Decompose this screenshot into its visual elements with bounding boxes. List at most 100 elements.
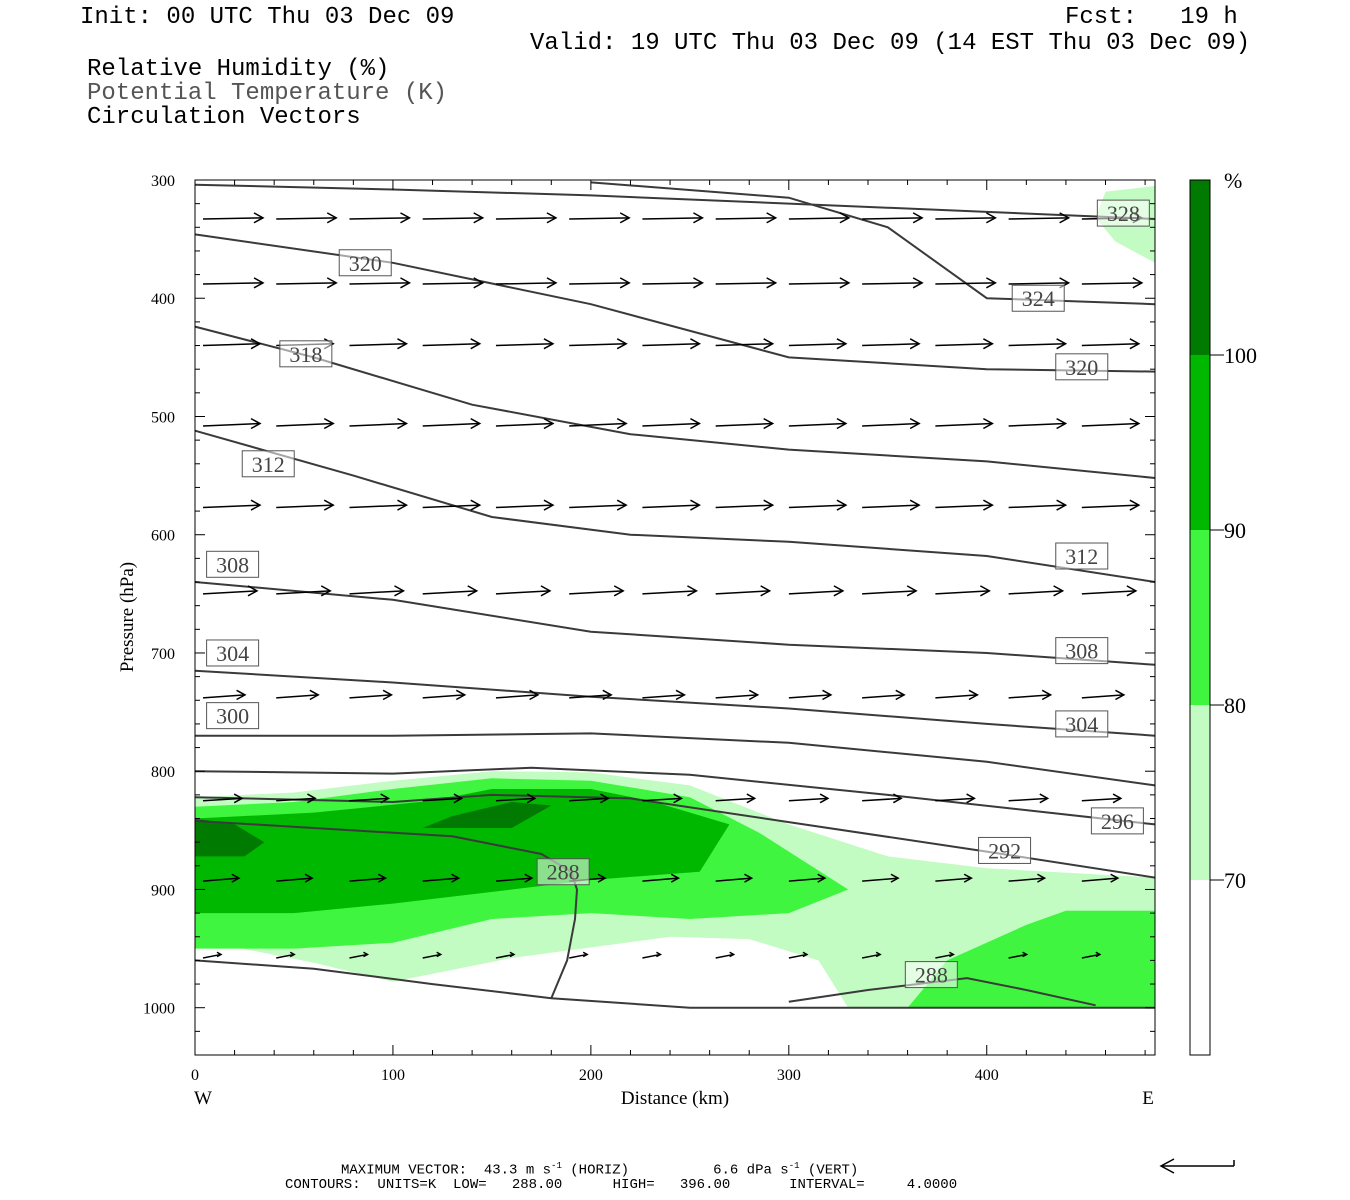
vector-shaft [495, 422, 553, 427]
vector-arrow [862, 689, 906, 701]
vector-arrow [422, 793, 464, 804]
vector-arrow [862, 277, 924, 289]
vector-head [895, 689, 906, 701]
vector-arrow [349, 417, 409, 430]
vector-head [693, 212, 704, 224]
vector-arrow [715, 212, 778, 224]
vector-shaft [569, 422, 627, 427]
east-label: E [1142, 1088, 1154, 1109]
vector-arrow [715, 338, 775, 350]
vector-head [836, 499, 848, 511]
vector-arrow [569, 689, 613, 701]
vector-head [966, 793, 976, 804]
contour-label: 304 [1055, 710, 1109, 738]
vector-head [839, 277, 851, 289]
vector-arrow [935, 793, 976, 804]
vector-shaft [202, 590, 258, 595]
contour-label: 288 [904, 961, 958, 989]
vector-arrow [788, 951, 809, 959]
vector-shaft [276, 282, 337, 285]
vector-arrow [788, 417, 848, 430]
vector-head [546, 212, 558, 224]
vector-head [546, 277, 558, 289]
vector-arrow [715, 873, 754, 883]
vector-arrow [495, 585, 552, 597]
init-time: Init: 00 UTC Thu 03 Dec 09 [80, 4, 455, 31]
vector-shaft [862, 422, 920, 427]
vector-head [968, 689, 979, 701]
vector-head [451, 873, 461, 883]
vector-arrow [422, 417, 482, 430]
contour-label-box [536, 858, 590, 886]
vector-shaft [1008, 877, 1045, 882]
contour-label-text: 328 [1107, 201, 1140, 226]
vector-arrow [202, 277, 265, 289]
contour-label-box [1055, 542, 1109, 570]
vector-arrow [569, 277, 631, 289]
contour-label: 292 [978, 836, 1032, 864]
contour-label-text: 288 [915, 963, 948, 988]
vector-head [983, 499, 994, 511]
vector-arrow [569, 338, 628, 350]
vector-head [529, 689, 540, 701]
vector-arrow [788, 499, 848, 511]
vector-shaft [1008, 694, 1051, 699]
vector-shaft [422, 282, 483, 285]
vector-shaft [642, 877, 679, 882]
vector-head [309, 689, 320, 701]
vector-arrow [862, 417, 921, 430]
vector-shaft [1008, 953, 1027, 959]
vector-arrow [715, 277, 778, 289]
vector-head [690, 417, 701, 430]
vector-shaft [569, 217, 630, 220]
vector-head [836, 338, 848, 350]
vector-shaft [202, 694, 246, 699]
vector-head [543, 499, 555, 511]
vector-head [912, 212, 924, 224]
vector-arrow [788, 277, 851, 289]
vector-head [582, 951, 589, 958]
vector-arrow [495, 873, 534, 883]
vector-arrow [422, 585, 479, 597]
contour-label-box [338, 249, 392, 277]
rh-fill-layer [195, 185, 1155, 1008]
vector-arrow [276, 951, 296, 959]
vector-head [540, 585, 552, 597]
contour-label-text: 292 [988, 838, 1021, 863]
vector-head [1132, 277, 1144, 289]
vector-arrow [569, 951, 589, 959]
vector-head [1056, 499, 1068, 511]
contour-label-text: 296 [1101, 809, 1134, 834]
vector-arrow [715, 951, 736, 959]
vector-head [436, 951, 443, 958]
vector-arrow [276, 277, 338, 289]
vector-head [616, 338, 628, 350]
vector-head [467, 585, 479, 597]
vector-arrow [862, 793, 903, 804]
vector-arrow [569, 212, 631, 224]
vector-shaft [862, 797, 902, 802]
vector-arrow [495, 338, 555, 350]
vector-head [1056, 338, 1068, 350]
vector-shaft [862, 342, 920, 347]
vector-shaft [349, 422, 407, 427]
vector-shaft [422, 694, 465, 699]
vector-head [766, 212, 778, 224]
vector-shaft [349, 504, 407, 509]
vector-shaft [1008, 422, 1066, 427]
theta-contour-308 [194, 581, 1156, 666]
vector-head [616, 499, 628, 511]
contour-label-text: 308 [1065, 639, 1098, 664]
vector-shaft [1081, 590, 1136, 595]
vector-head [986, 212, 997, 224]
x-tick-label: 300 [777, 1067, 801, 1084]
vector-shaft [422, 797, 462, 802]
vector-shaft [935, 422, 993, 427]
vector-arrow [1008, 499, 1068, 511]
vector-shaft [862, 694, 905, 699]
vector-head [250, 417, 262, 430]
vector-shaft [1081, 953, 1100, 959]
vector-shaft [935, 694, 978, 699]
vector-shaft [715, 504, 773, 509]
field-vectors-label: Circulation Vectors [87, 104, 361, 131]
